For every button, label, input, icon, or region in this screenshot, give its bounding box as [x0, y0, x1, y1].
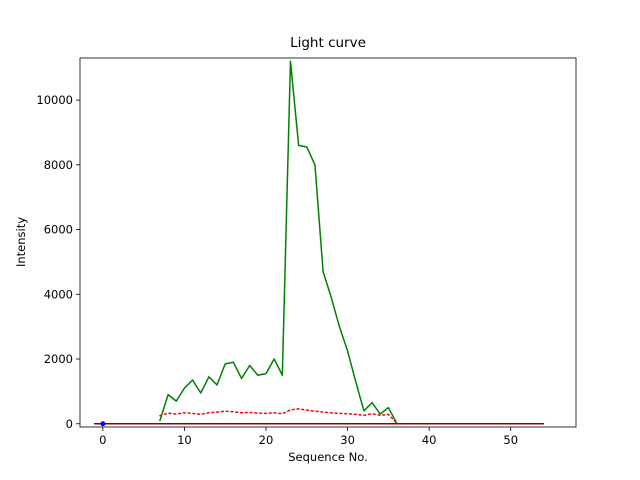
series-intensity-background-dotted — [159, 408, 398, 424]
x-tick-label: 50 — [503, 433, 518, 447]
y-tick-label: 8000 — [44, 158, 73, 172]
x-tick-label: 0 — [99, 433, 106, 447]
marker-start-point — [100, 421, 106, 427]
y-tick-label: 0 — [66, 417, 73, 431]
y-tick-label: 10000 — [36, 93, 73, 107]
x-tick-label: 30 — [340, 433, 355, 447]
y-tick-label: 4000 — [44, 287, 73, 301]
chart-title: Light curve — [290, 35, 366, 51]
plot-border — [79, 57, 577, 428]
x-tick-label: 40 — [422, 433, 437, 447]
x-tick-label: 10 — [177, 433, 192, 447]
x-axis-label: Sequence No. — [288, 450, 368, 464]
series-intensity-main — [159, 60, 398, 424]
x-tick-label: 20 — [259, 433, 274, 447]
y-tick-label: 6000 — [44, 223, 73, 237]
y-tick-label: 2000 — [44, 352, 73, 366]
